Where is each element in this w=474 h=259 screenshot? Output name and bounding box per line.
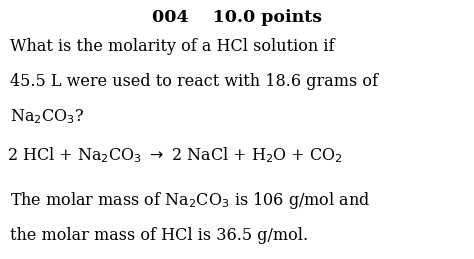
Text: 45.5 L were used to react with 18.6 grams of: 45.5 L were used to react with 18.6 gram… bbox=[10, 73, 378, 90]
Text: 2 HCl + Na$_2$CO$_3$ $\rightarrow$ 2 NaCl + H$_2$O + CO$_2$: 2 HCl + Na$_2$CO$_3$ $\rightarrow$ 2 NaC… bbox=[8, 145, 343, 165]
Text: What is the molarity of a HCl solution if: What is the molarity of a HCl solution i… bbox=[10, 38, 335, 55]
Text: Na$_2$CO$_3$?: Na$_2$CO$_3$? bbox=[10, 107, 85, 126]
Text: the molar mass of HCl is 36.5 g/mol.: the molar mass of HCl is 36.5 g/mol. bbox=[10, 227, 309, 244]
Text: 004    10.0 points: 004 10.0 points bbox=[152, 9, 322, 26]
Text: The molar mass of Na$_2$CO$_3$ is 106 g/mol and: The molar mass of Na$_2$CO$_3$ is 106 g/… bbox=[10, 190, 371, 211]
